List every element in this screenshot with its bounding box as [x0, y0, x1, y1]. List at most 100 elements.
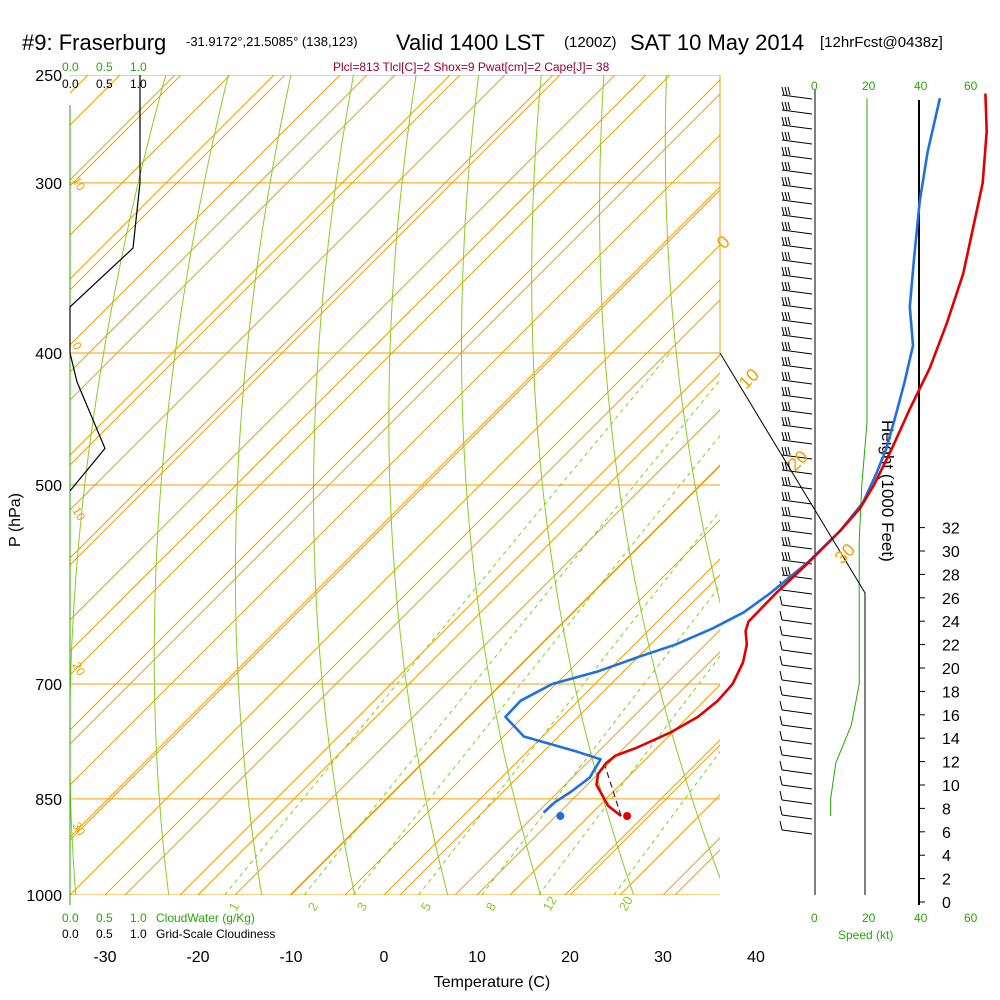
- wind-barb-flag: [787, 491, 791, 501]
- parcel-path-line: [604, 766, 622, 817]
- wind-barb: [781, 109, 813, 115]
- speed-tick-label: 40: [914, 79, 928, 93]
- mixing-ratio-line: [538, 655, 720, 895]
- mixing-ratio-label: 8: [483, 900, 500, 914]
- valid-time: Valid 1400 LST: [396, 30, 545, 55]
- wind-barb-flag: [781, 401, 785, 411]
- wind-barb: [781, 469, 813, 475]
- wind-barb-flag: [781, 446, 785, 456]
- wind-barb-flag: [784, 341, 788, 351]
- wind-barb-flag: [781, 296, 785, 306]
- pressure-tick-label: 1000: [26, 888, 62, 905]
- wind-barb-flag: [787, 536, 791, 546]
- wind-barb-flag: [779, 715, 783, 726]
- wind-barb-flag: [787, 551, 791, 561]
- isotherm-line: [70, 244, 720, 895]
- wind-barb: [781, 529, 813, 535]
- wind-barb-flag: [784, 221, 788, 231]
- wind-speed-line: [830, 98, 868, 816]
- isotherm-line: [70, 75, 671, 676]
- wind-barb-flag: [784, 431, 788, 441]
- station-title: #9: Fraserburg: [22, 30, 166, 55]
- wind-barb-flag: [781, 536, 785, 546]
- wind-barb-flag: [784, 401, 788, 411]
- wind-barb-flag: [787, 251, 791, 261]
- wind-barb: [781, 349, 813, 355]
- temperature-tick-label: -20: [186, 949, 209, 966]
- surface-dewpoint-dot: [556, 812, 565, 821]
- wind-barb-flag: [784, 266, 788, 276]
- pressure-tick-label: 400: [35, 346, 62, 363]
- wind-barb-flag: [787, 476, 791, 486]
- dry-adiabat-line: [461, 75, 542, 895]
- wind-barb-flag: [784, 86, 788, 96]
- wind-barb: [781, 604, 813, 610]
- wind-barb: [781, 259, 813, 265]
- dry-adiabat-line: [313, 75, 356, 895]
- wind-barb-flag: [781, 371, 785, 381]
- wind-barb-flag: [787, 446, 791, 456]
- wind-barb: [781, 274, 813, 280]
- cloud-scale-label: 0.0: [62, 911, 79, 925]
- wind-barb-flag: [779, 760, 783, 771]
- wind-barb-flag: [784, 491, 788, 501]
- height-tick-label: 12: [942, 755, 960, 772]
- height-tick-label: 6: [942, 825, 951, 842]
- mixing-ratio-label: 20: [616, 893, 636, 913]
- isotherm-line: [509, 684, 720, 895]
- isotherm-line: [564, 739, 720, 895]
- wind-barb-flag: [784, 251, 788, 261]
- isotherm-line: [399, 574, 720, 895]
- wind-barb-flag: [779, 775, 783, 786]
- wind-barb-flag: [779, 790, 783, 801]
- isotherm-line: [70, 134, 720, 786]
- wind-barb: [781, 364, 813, 370]
- temperature-tick-label: 30: [654, 949, 672, 966]
- isotherm-line: [70, 93, 720, 745]
- cloud-scale-label: 0.5: [96, 60, 113, 74]
- wind-barb-flag: [781, 221, 785, 231]
- wind-barb-flag: [781, 476, 785, 486]
- wind-barb: [781, 619, 813, 625]
- isotherm-line: [70, 75, 286, 291]
- wind-barb: [781, 769, 813, 775]
- wind-barb: [781, 169, 813, 175]
- isotherm-line: [674, 849, 720, 895]
- isotherm-line: [124, 299, 720, 895]
- wind-barb: [781, 184, 813, 190]
- mixing-ratio-label: 2: [305, 900, 322, 914]
- wind-barb-flag: [784, 116, 788, 126]
- wind-barb-flag: [781, 161, 785, 171]
- mixing-ratio-label: 12: [540, 893, 560, 913]
- height-tick-label: 0: [942, 895, 951, 912]
- wind-barb: [781, 454, 813, 460]
- wind-barb-flag: [781, 566, 785, 576]
- cloud-scale-label: 0.0: [62, 60, 79, 74]
- wind-barb-flag: [784, 416, 788, 426]
- isotherm-line: [70, 75, 561, 566]
- height-tick-label: 26: [942, 591, 960, 608]
- wind-barb-flag: [779, 685, 783, 696]
- cloud-scale-label: 0.5: [96, 77, 113, 91]
- theta-label: 10: [69, 505, 88, 524]
- wind-barb-flag: [787, 176, 791, 186]
- valid-date: SAT 10 May 2014: [630, 30, 804, 55]
- wind-barb-flag: [787, 401, 791, 411]
- wind-barb-flag: [781, 491, 785, 501]
- wind-barb-flag: [784, 506, 788, 516]
- surface-temperature-dot: [623, 812, 632, 821]
- wind-barb: [781, 424, 813, 430]
- isotherm-line: [289, 464, 720, 895]
- wind-barb-flag: [787, 311, 791, 321]
- wind-barb: [781, 544, 813, 550]
- wind-barb-flag: [784, 386, 788, 396]
- wind-barb-flag: [787, 356, 791, 366]
- isotherm-line: [290, 465, 720, 895]
- wind-barb-flag: [781, 281, 785, 291]
- cloud-water-label: CloudWater (g/Kg): [156, 911, 255, 925]
- wind-barb-flag: [781, 356, 785, 366]
- wind-barb: [781, 754, 813, 760]
- isotherm-line: [70, 75, 368, 373]
- forecast-info: [12hrFcst@0438z]: [820, 34, 943, 51]
- dry-adiabat-line: [234, 75, 292, 895]
